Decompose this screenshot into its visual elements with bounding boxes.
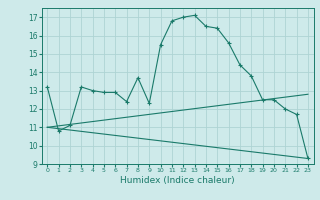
X-axis label: Humidex (Indice chaleur): Humidex (Indice chaleur) bbox=[120, 176, 235, 185]
